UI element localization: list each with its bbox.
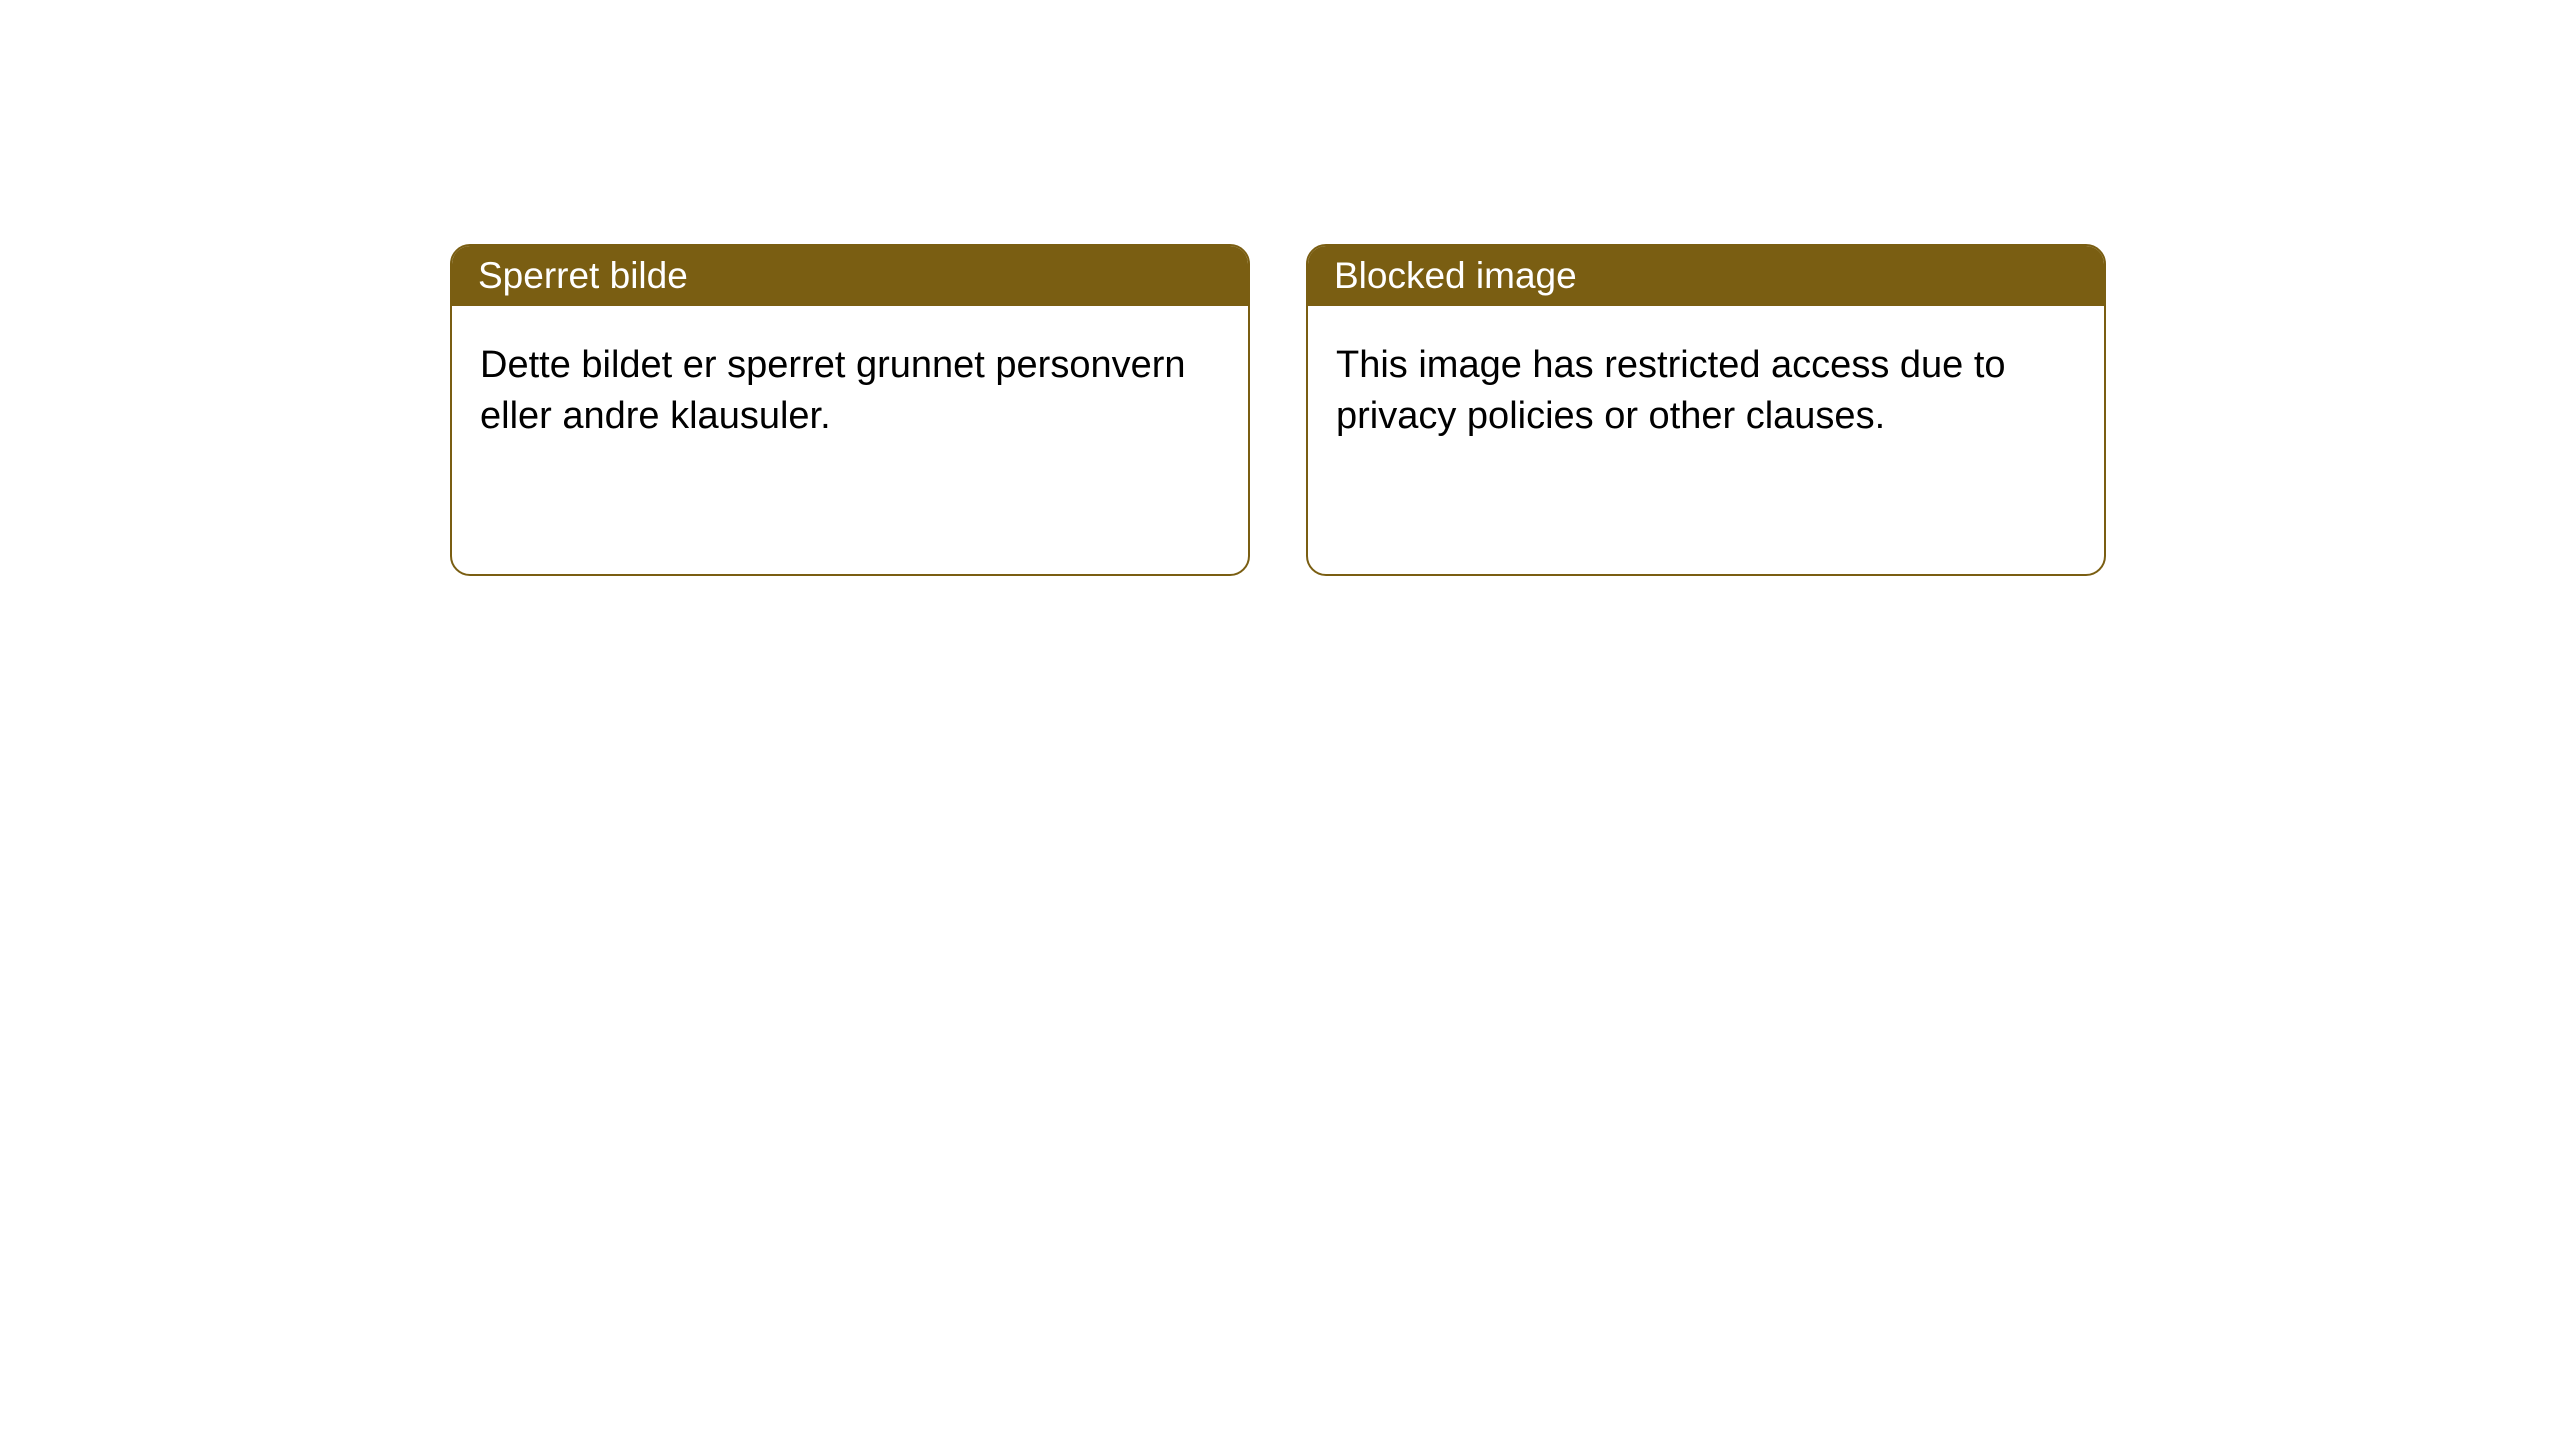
notice-header: Sperret bilde [452,246,1248,306]
notice-body-text: Dette bildet er sperret grunnet personve… [480,344,1186,437]
notice-title: Blocked image [1334,255,1577,297]
notice-card-norwegian: Sperret bilde Dette bildet er sperret gr… [450,244,1250,576]
notice-body: Dette bildet er sperret grunnet personve… [452,306,1248,476]
notice-header: Blocked image [1308,246,2104,306]
notice-card-english: Blocked image This image has restricted … [1306,244,2106,576]
notice-title: Sperret bilde [478,255,688,297]
notice-container: Sperret bilde Dette bildet er sperret gr… [0,0,2560,576]
notice-body-text: This image has restricted access due to … [1336,344,2006,437]
notice-body: This image has restricted access due to … [1308,306,2104,476]
